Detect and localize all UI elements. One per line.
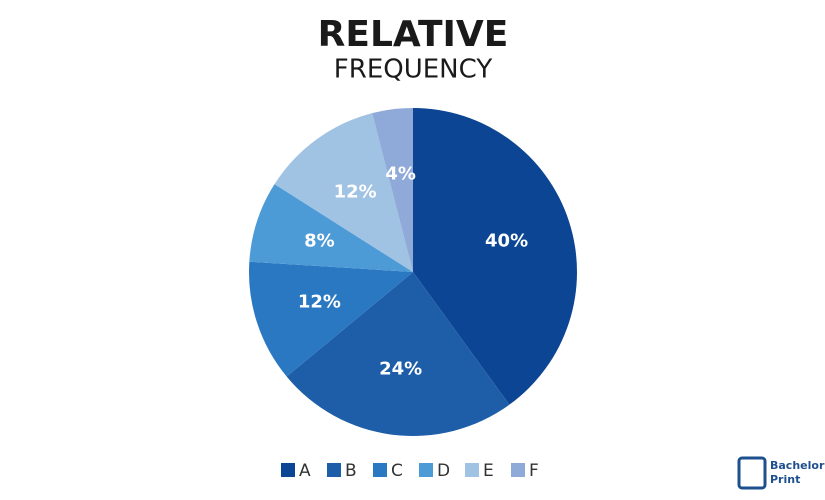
legend-swatch bbox=[511, 463, 525, 477]
pie-slice bbox=[413, 108, 577, 405]
logo: Bachelor Print bbox=[737, 456, 825, 490]
legend-label: D bbox=[437, 461, 450, 481]
data-label: 12% bbox=[334, 181, 377, 202]
legend-label: C bbox=[391, 461, 403, 481]
legend-swatch bbox=[281, 463, 295, 477]
chart-title: RELATIVE bbox=[318, 14, 509, 55]
data-label: 4% bbox=[385, 163, 416, 184]
legend-swatch bbox=[327, 463, 341, 477]
legend-label: B bbox=[345, 461, 357, 481]
data-label: 24% bbox=[379, 359, 422, 380]
legend-swatch bbox=[465, 463, 479, 477]
legend-label: E bbox=[483, 461, 494, 481]
legend-label: F bbox=[529, 461, 539, 481]
pie-slice bbox=[274, 113, 413, 272]
data-label: 12% bbox=[298, 291, 341, 312]
data-label: 8% bbox=[304, 231, 335, 252]
logo-icon bbox=[737, 456, 767, 490]
pie-slice bbox=[249, 261, 413, 377]
logo-text: Bachelor bbox=[770, 459, 825, 472]
legend-swatch bbox=[419, 463, 433, 477]
pie-slice bbox=[249, 184, 413, 272]
legend-label: A bbox=[299, 461, 311, 481]
legend-swatch bbox=[373, 463, 387, 477]
pie-slice bbox=[286, 272, 510, 436]
chart-subtitle: FREQUENCY bbox=[334, 55, 493, 85]
logo-text: Print bbox=[770, 473, 800, 486]
pie-slice bbox=[372, 108, 413, 272]
data-label: 40% bbox=[485, 231, 528, 252]
